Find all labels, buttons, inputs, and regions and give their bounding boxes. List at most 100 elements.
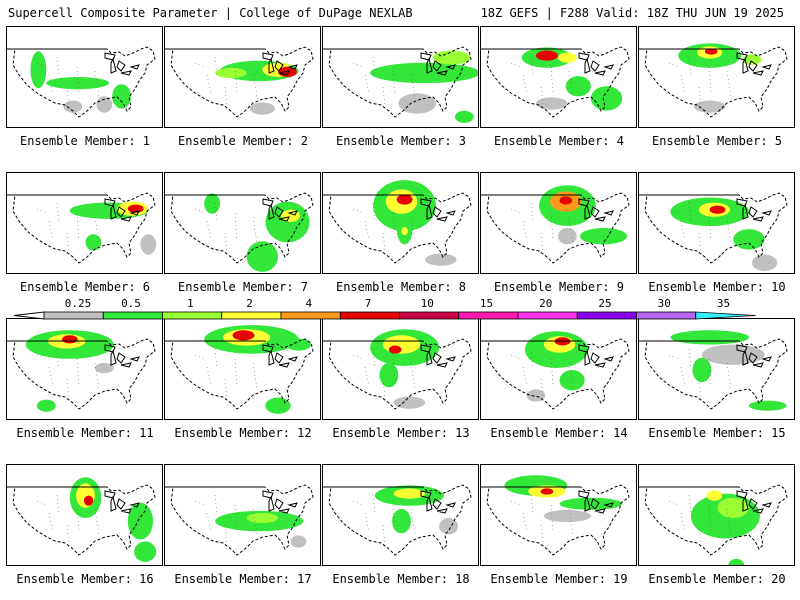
map-13 <box>323 329 472 410</box>
ensemble-member-label: Ensemble Member: 19 <box>490 572 628 586</box>
great-lakes <box>578 52 614 76</box>
scp-contour <box>290 535 307 548</box>
map-3 <box>323 46 478 123</box>
us-coastline <box>12 484 156 556</box>
scp-contour <box>752 254 778 271</box>
great-lakes <box>104 198 140 222</box>
scp-contour <box>526 389 546 402</box>
colorbar-low-end <box>13 311 45 320</box>
scp-contour <box>392 508 411 534</box>
scp-contour <box>127 502 153 540</box>
ensemble-panel-20 <box>638 464 795 566</box>
great-lakes <box>104 344 140 368</box>
map-11 <box>7 330 156 412</box>
ensemble-member-label: Ensemble Member: 6 <box>19 280 151 294</box>
map-14 <box>481 331 630 410</box>
scp-contour <box>61 335 78 344</box>
great-lakes <box>262 52 298 76</box>
header-title: Supercell Composite Parameter | College … <box>8 6 413 20</box>
colorbar-high-end <box>695 311 756 320</box>
colorbar-tick-label: 25 <box>598 297 611 310</box>
ensemble-member-label: Ensemble Member: 5 <box>651 134 783 148</box>
colorbar-segment <box>280 311 341 320</box>
ensemble-panel-11 <box>6 318 163 420</box>
great-lakes <box>420 52 456 76</box>
ensemble-member-label: Ensemble Member: 11 <box>16 426 154 440</box>
map-5 <box>639 43 788 118</box>
map-17 <box>165 484 314 556</box>
scp-contour <box>285 338 311 351</box>
colorbar-segment <box>162 311 223 320</box>
colorbar-tick-label: 35 <box>717 297 730 310</box>
colorbar-tick-label: 0.5 <box>121 297 141 310</box>
map-16 <box>7 477 157 562</box>
colorbar-tick-label: 7 <box>365 297 372 310</box>
scp-contour <box>281 209 300 222</box>
scp-contour <box>742 54 762 65</box>
us-coastline <box>12 192 156 264</box>
scp-contour <box>134 541 157 562</box>
map-10 <box>639 192 788 271</box>
scp-contour <box>709 205 726 214</box>
colorbar-tick-label: 20 <box>539 297 552 310</box>
scp-contour <box>670 330 749 345</box>
great-lakes <box>420 344 456 368</box>
colorbar-segment <box>339 311 400 320</box>
scp-contour <box>543 509 591 523</box>
scp-contour <box>748 400 787 411</box>
scp-contour <box>396 194 413 205</box>
colorbar-tick-label: 10 <box>421 297 434 310</box>
map-12 <box>165 325 314 414</box>
scp-contour <box>83 495 94 506</box>
great-lakes <box>578 490 614 514</box>
us-coastline <box>486 192 630 264</box>
ensemble-member-label: Ensemble Member: 3 <box>335 134 467 148</box>
us-coastline <box>170 46 314 118</box>
ensemble-member-label: Ensemble Member: 8 <box>335 280 467 294</box>
map-4 <box>481 46 630 118</box>
us-coastline <box>328 46 472 118</box>
ensemble-panel-16 <box>6 464 163 566</box>
scp-contour <box>30 51 47 89</box>
scp-contour <box>204 193 220 214</box>
us-coastline <box>644 484 788 556</box>
ensemble-panel-13 <box>322 318 479 420</box>
great-lakes <box>104 490 140 514</box>
ensemble-panel-8 <box>322 172 479 274</box>
map-2 <box>165 46 314 118</box>
map-6 <box>7 192 157 264</box>
scp-contour <box>558 52 577 63</box>
great-lakes <box>578 198 614 222</box>
map-18 <box>323 484 472 556</box>
great-lakes <box>104 52 140 76</box>
great-lakes <box>736 490 772 514</box>
scp-contour <box>265 201 310 243</box>
scp-contour <box>425 253 457 266</box>
colorbar-segment <box>221 311 282 320</box>
scp-contour <box>232 330 255 341</box>
us-coastline <box>644 192 788 264</box>
state-lines <box>194 348 258 398</box>
header-valid-time: 18Z GEFS | F288 Valid: 18Z THU JUN 19 20… <box>480 6 784 20</box>
us-coastline <box>486 46 630 118</box>
scp-contour <box>692 357 712 383</box>
scp-contour <box>717 497 749 518</box>
map-20 <box>639 484 788 565</box>
scp-contour <box>85 234 102 251</box>
scp-contour <box>728 558 745 565</box>
us-coastline <box>328 192 472 264</box>
ensemble-member-label: Ensemble Member: 4 <box>493 134 625 148</box>
map-15 <box>639 330 788 411</box>
ensemble-panel-9 <box>480 172 637 274</box>
ensemble-panel-18 <box>322 464 479 566</box>
scp-contour <box>36 399 56 412</box>
great-lakes <box>262 490 298 514</box>
colorbar-segment <box>636 311 697 320</box>
ensemble-panel-2 <box>164 26 321 128</box>
us-coastline <box>486 484 630 556</box>
scp-contour <box>540 488 554 495</box>
scp-contour <box>393 396 426 409</box>
scp-contour <box>379 362 399 388</box>
colorbar-tick-label: 30 <box>658 297 671 310</box>
us-coastline <box>170 484 314 556</box>
